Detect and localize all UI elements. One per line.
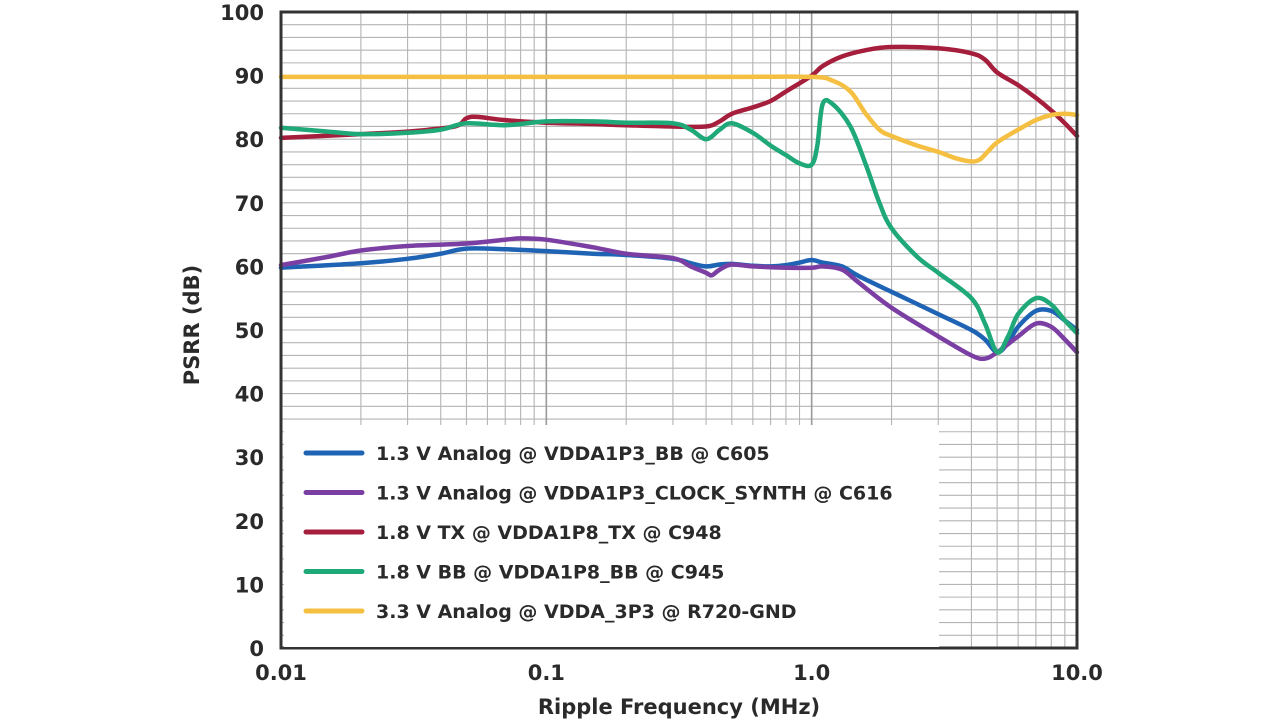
y-tick-label: 60: [235, 255, 264, 279]
series-line-vdda1p8-tx: [278, 44, 1080, 141]
x-tick-label: 1.0: [793, 661, 830, 685]
legend-entry: 3.3 V Analog @ VDDA_3P3 @ R720-GND: [376, 601, 797, 623]
y-tick-label: 20: [235, 510, 264, 534]
y-axis-ticks: 0 10 20 30 40 50 60 70 80 90 100: [220, 1, 264, 661]
legend-entry: 1.8 V TX @ VDDA1P8_TX @ C948: [376, 522, 722, 544]
legend-entry: 1.3 V Analog @ VDDA1P3_BB @ C605: [376, 443, 770, 465]
series-lines: [278, 44, 1080, 362]
plot-frame: [279, 10, 1079, 650]
x-axis-ticks: 0.01 0.1 1.0 10.0: [255, 661, 1103, 685]
x-tick-label: 0.01: [255, 661, 307, 685]
x-axis-label: Ripple Frequency (MHz): [538, 695, 820, 719]
y-axis-label: PSRR (dB): [180, 265, 204, 385]
y-tick-label: 0: [249, 637, 264, 661]
series-line-vdda-3p3: [278, 74, 1080, 164]
y-tick-label: 100: [220, 1, 264, 25]
series-line-vdda1p8-bb: [278, 97, 1080, 355]
x-tick-label: 10.0: [1051, 661, 1103, 685]
legend-box: [284, 425, 939, 647]
y-tick-label: 40: [235, 383, 264, 407]
y-tick-label: 10: [235, 573, 264, 597]
legend-entry: 1.3 V Analog @ VDDA1P3_CLOCK_SYNTH @ C61…: [376, 483, 893, 505]
y-tick-label: 30: [235, 446, 264, 470]
legend: 1.3 V Analog @ VDDA1P3_BB @ C605 1.3 V An…: [284, 425, 939, 647]
x-tick-label: 0.1: [528, 661, 565, 685]
y-tick-label: 70: [235, 192, 264, 216]
y-tick-label: 90: [235, 65, 264, 89]
legend-entry: 1.8 V BB @ VDDA1P8_BB @ C945: [376, 562, 724, 584]
y-tick-label: 50: [235, 319, 264, 343]
y-tick-label: 80: [235, 128, 264, 152]
